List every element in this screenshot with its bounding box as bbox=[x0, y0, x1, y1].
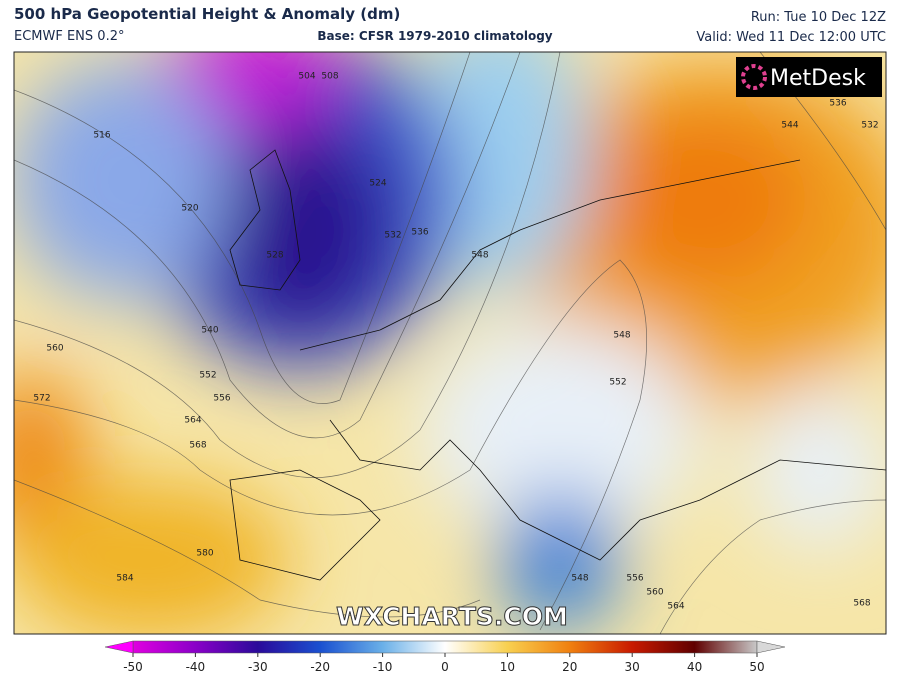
contour-label: 532 bbox=[384, 231, 401, 241]
colorbar-tick-label: 0 bbox=[441, 660, 449, 674]
valid: Valid: Wed 11 Dec 12:00 UTC bbox=[696, 30, 886, 45]
contour-label: 544 bbox=[781, 121, 798, 131]
contour-label: 560 bbox=[46, 344, 63, 354]
contour-label: 540 bbox=[201, 326, 218, 336]
contour-label: 564 bbox=[667, 602, 684, 612]
contour-label: 560 bbox=[646, 588, 663, 598]
colorbar-tick-label: -10 bbox=[373, 660, 393, 674]
colorbar-tick-label: 20 bbox=[562, 660, 577, 674]
contour-label: 564 bbox=[184, 416, 201, 426]
logo: MetDesk bbox=[770, 66, 866, 91]
colorbar: -50 -40 -30 -20 -10 0 10 20 30 40 50 bbox=[104, 640, 786, 674]
run: Run: Tue 10 Dec 12Z bbox=[751, 10, 886, 25]
contour-label: 572 bbox=[33, 394, 50, 404]
contour-label: 556 bbox=[213, 394, 230, 404]
colorbar-tick-label: -50 bbox=[123, 660, 143, 674]
contour-label: 552 bbox=[609, 378, 626, 388]
contour-label: 528 bbox=[266, 251, 283, 261]
contour-label: 580 bbox=[196, 549, 213, 559]
contour-label: 552 bbox=[199, 371, 216, 381]
logo-box bbox=[736, 57, 882, 97]
colorbar-scale bbox=[132, 640, 758, 654]
contour-label: 568 bbox=[189, 441, 206, 451]
contour-label: 504 bbox=[298, 72, 315, 82]
colorbar-low bbox=[104, 640, 134, 654]
contour-label: 568 bbox=[853, 599, 870, 609]
colorbar-high bbox=[756, 640, 786, 654]
colorbar-tick-label: -20 bbox=[310, 660, 330, 674]
colorbar-tick-label: 50 bbox=[749, 660, 764, 674]
base: Base: CFSR 1979-2010 climatology bbox=[317, 29, 552, 43]
title: 500 hPa Geopotential Height & Anomaly (d… bbox=[14, 5, 400, 23]
contour-label: 532 bbox=[861, 121, 878, 131]
colorbar-tick-label: 30 bbox=[625, 660, 640, 674]
contour-label: 520 bbox=[181, 204, 198, 214]
watermark: WXCHARTS.COM bbox=[336, 602, 568, 631]
colorbar-tick-label: -40 bbox=[186, 660, 206, 674]
contour-label: 508 bbox=[321, 72, 338, 82]
contour-label: 548 bbox=[471, 251, 488, 261]
model: ECMWF ENS 0.2° bbox=[14, 29, 124, 44]
contour-label: 516 bbox=[93, 131, 110, 141]
contour-label: 536 bbox=[829, 99, 846, 109]
colorbar-tick-label: -30 bbox=[248, 660, 268, 674]
contour-label: 524 bbox=[369, 179, 386, 189]
logo-icon bbox=[741, 64, 767, 90]
contour-label: 536 bbox=[411, 228, 428, 238]
colorbar-tick-label: 10 bbox=[500, 660, 515, 674]
contour-label: 548 bbox=[571, 574, 588, 584]
contour-label: 548 bbox=[613, 331, 630, 341]
contour-label: 584 bbox=[116, 574, 133, 584]
map-frame bbox=[13, 51, 887, 635]
contour-label: 556 bbox=[626, 574, 643, 584]
colorbar-tick-label: 40 bbox=[687, 660, 702, 674]
